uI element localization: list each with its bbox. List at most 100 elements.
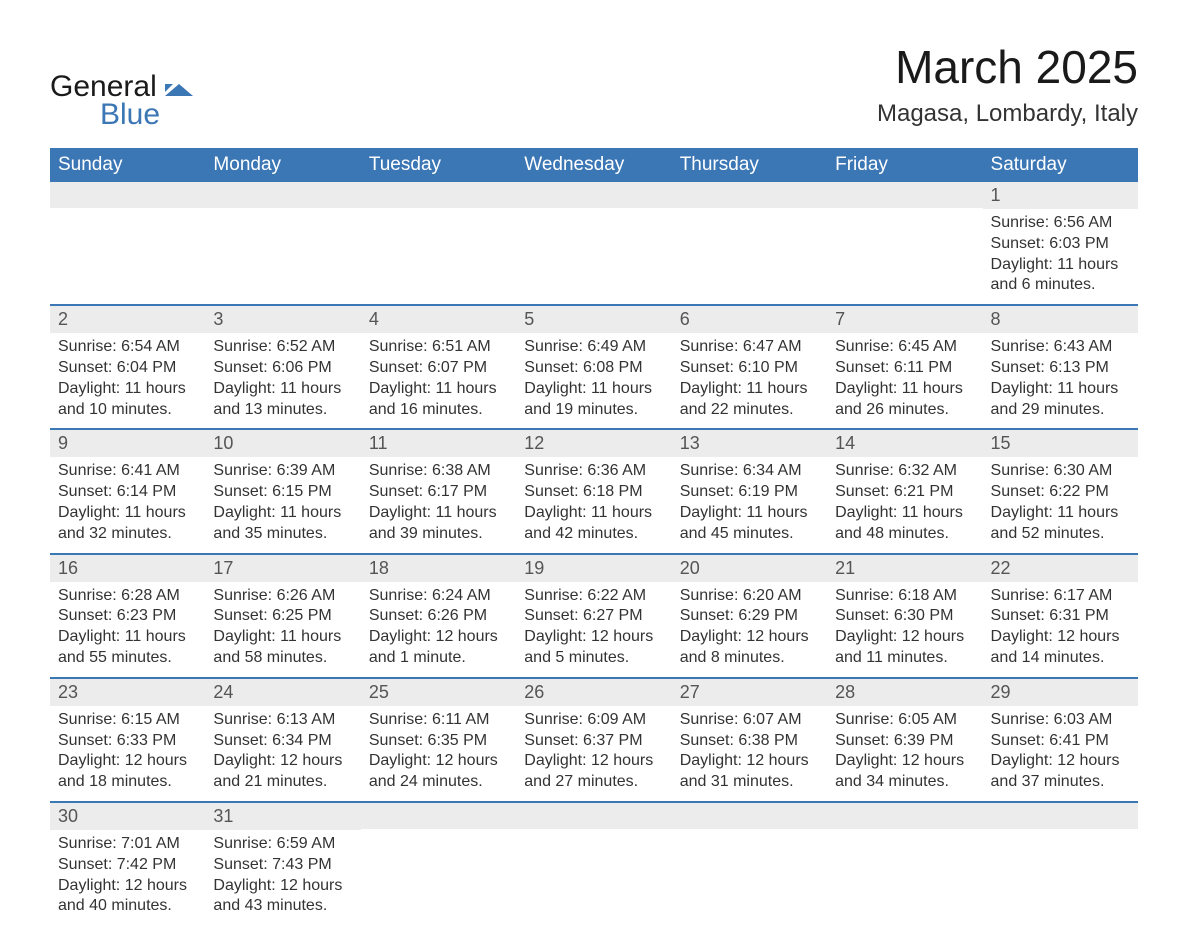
day-line: Daylight: 11 hours and 22 minutes. <box>680 379 819 421</box>
day-number: 10 <box>205 430 360 457</box>
day-number <box>50 182 205 208</box>
day-number: 11 <box>361 430 516 457</box>
day-line: Sunset: 6:10 PM <box>680 358 819 379</box>
day-line: Daylight: 11 hours and 42 minutes. <box>524 503 663 545</box>
day-line: Sunset: 7:43 PM <box>213 855 352 876</box>
calendar-cell: 27Sunrise: 6:07 AMSunset: 6:38 PMDayligh… <box>672 678 827 802</box>
calendar-cell: 26Sunrise: 6:09 AMSunset: 6:37 PMDayligh… <box>516 678 671 802</box>
weekday-header: Wednesday <box>516 148 671 182</box>
day-body: Sunrise: 6:03 AMSunset: 6:41 PMDaylight:… <box>983 706 1138 801</box>
day-line: Daylight: 12 hours and 14 minutes. <box>991 627 1130 669</box>
day-body: Sunrise: 6:51 AMSunset: 6:07 PMDaylight:… <box>361 333 516 428</box>
day-body: Sunrise: 6:28 AMSunset: 6:23 PMDaylight:… <box>50 582 205 677</box>
day-number: 28 <box>827 679 982 706</box>
calendar-cell: 16Sunrise: 6:28 AMSunset: 6:23 PMDayligh… <box>50 554 205 678</box>
day-line: Sunset: 6:22 PM <box>991 482 1130 503</box>
day-line: Daylight: 12 hours and 31 minutes. <box>680 751 819 793</box>
day-line: Daylight: 12 hours and 1 minute. <box>369 627 508 669</box>
day-line: Sunrise: 6:54 AM <box>58 337 197 358</box>
calendar-cell: 19Sunrise: 6:22 AMSunset: 6:27 PMDayligh… <box>516 554 671 678</box>
location: Magasa, Lombardy, Italy <box>877 100 1138 128</box>
day-line: Sunrise: 6:11 AM <box>369 710 508 731</box>
calendar-cell: 1Sunrise: 6:56 AMSunset: 6:03 PMDaylight… <box>983 182 1138 305</box>
day-number: 2 <box>50 306 205 333</box>
calendar-row: 16Sunrise: 6:28 AMSunset: 6:23 PMDayligh… <box>50 554 1138 678</box>
day-line: Sunset: 6:39 PM <box>835 731 974 752</box>
day-line: Daylight: 12 hours and 27 minutes. <box>524 751 663 793</box>
day-line: Sunset: 6:15 PM <box>213 482 352 503</box>
day-body: Sunrise: 6:52 AMSunset: 6:06 PMDaylight:… <box>205 333 360 428</box>
day-line: Sunset: 6:31 PM <box>991 606 1130 627</box>
day-number: 17 <box>205 555 360 582</box>
day-body: Sunrise: 6:24 AMSunset: 6:26 PMDaylight:… <box>361 582 516 677</box>
calendar-cell <box>361 802 516 925</box>
day-number: 27 <box>672 679 827 706</box>
calendar-cell <box>50 182 205 305</box>
day-line: Sunset: 6:33 PM <box>58 731 197 752</box>
day-line: Sunrise: 6:15 AM <box>58 710 197 731</box>
day-line: Sunrise: 6:41 AM <box>58 461 197 482</box>
day-line: Daylight: 12 hours and 24 minutes. <box>369 751 508 793</box>
calendar-cell: 4Sunrise: 6:51 AMSunset: 6:07 PMDaylight… <box>361 305 516 429</box>
day-number: 5 <box>516 306 671 333</box>
day-line: Sunset: 6:26 PM <box>369 606 508 627</box>
day-number: 30 <box>50 803 205 830</box>
day-body: Sunrise: 6:45 AMSunset: 6:11 PMDaylight:… <box>827 333 982 428</box>
day-body: Sunrise: 6:32 AMSunset: 6:21 PMDaylight:… <box>827 457 982 552</box>
day-line: Sunrise: 6:32 AM <box>835 461 974 482</box>
day-line: Daylight: 11 hours and 13 minutes. <box>213 379 352 421</box>
day-line: Sunrise: 6:52 AM <box>213 337 352 358</box>
day-line: Sunrise: 6:38 AM <box>369 461 508 482</box>
calendar-cell: 5Sunrise: 6:49 AMSunset: 6:08 PMDaylight… <box>516 305 671 429</box>
calendar-cell: 7Sunrise: 6:45 AMSunset: 6:11 PMDaylight… <box>827 305 982 429</box>
calendar-cell: 6Sunrise: 6:47 AMSunset: 6:10 PMDaylight… <box>672 305 827 429</box>
month-title: March 2025 <box>877 40 1138 94</box>
calendar-row: 30Sunrise: 7:01 AMSunset: 7:42 PMDayligh… <box>50 802 1138 925</box>
day-line: Sunrise: 6:30 AM <box>991 461 1130 482</box>
calendar-cell: 8Sunrise: 6:43 AMSunset: 6:13 PMDaylight… <box>983 305 1138 429</box>
day-line: Daylight: 12 hours and 40 minutes. <box>58 876 197 918</box>
day-number: 1 <box>983 182 1138 209</box>
logo-text-blue: Blue <box>100 100 193 130</box>
day-number: 13 <box>672 430 827 457</box>
day-line: Daylight: 11 hours and 55 minutes. <box>58 627 197 669</box>
day-line: Sunrise: 6:34 AM <box>680 461 819 482</box>
day-line: Sunrise: 6:26 AM <box>213 586 352 607</box>
day-line: Sunset: 6:34 PM <box>213 731 352 752</box>
day-body: Sunrise: 6:30 AMSunset: 6:22 PMDaylight:… <box>983 457 1138 552</box>
day-number: 23 <box>50 679 205 706</box>
title-block: March 2025 Magasa, Lombardy, Italy <box>877 40 1138 128</box>
day-line: Sunrise: 6:03 AM <box>991 710 1130 731</box>
calendar-cell: 31Sunrise: 6:59 AMSunset: 7:43 PMDayligh… <box>205 802 360 925</box>
day-line: Sunset: 6:13 PM <box>991 358 1130 379</box>
day-line: Daylight: 11 hours and 19 minutes. <box>524 379 663 421</box>
day-line: Daylight: 11 hours and 32 minutes. <box>58 503 197 545</box>
day-line: Sunrise: 7:01 AM <box>58 834 197 855</box>
day-number <box>672 182 827 208</box>
weekday-header: Monday <box>205 148 360 182</box>
day-body: Sunrise: 6:56 AMSunset: 6:03 PMDaylight:… <box>983 209 1138 304</box>
day-body: Sunrise: 6:34 AMSunset: 6:19 PMDaylight:… <box>672 457 827 552</box>
day-number: 16 <box>50 555 205 582</box>
calendar-table: Sunday Monday Tuesday Wednesday Thursday… <box>50 148 1138 925</box>
day-line: Sunset: 6:06 PM <box>213 358 352 379</box>
day-body: Sunrise: 6:36 AMSunset: 6:18 PMDaylight:… <box>516 457 671 552</box>
calendar-cell: 21Sunrise: 6:18 AMSunset: 6:30 PMDayligh… <box>827 554 982 678</box>
day-number: 4 <box>361 306 516 333</box>
logo-icon <box>165 83 193 100</box>
day-number: 26 <box>516 679 671 706</box>
day-number: 21 <box>827 555 982 582</box>
day-line: Sunset: 6:38 PM <box>680 731 819 752</box>
day-line: Sunset: 6:41 PM <box>991 731 1130 752</box>
day-line: Sunset: 6:07 PM <box>369 358 508 379</box>
day-body: Sunrise: 6:38 AMSunset: 6:17 PMDaylight:… <box>361 457 516 552</box>
day-number: 15 <box>983 430 1138 457</box>
calendar-row: 1Sunrise: 6:56 AMSunset: 6:03 PMDaylight… <box>50 182 1138 305</box>
day-line: Sunrise: 6:49 AM <box>524 337 663 358</box>
day-line: Sunrise: 6:45 AM <box>835 337 974 358</box>
calendar-cell: 28Sunrise: 6:05 AMSunset: 6:39 PMDayligh… <box>827 678 982 802</box>
calendar-cell: 24Sunrise: 6:13 AMSunset: 6:34 PMDayligh… <box>205 678 360 802</box>
calendar-cell <box>672 802 827 925</box>
calendar-cell: 17Sunrise: 6:26 AMSunset: 6:25 PMDayligh… <box>205 554 360 678</box>
day-line: Sunrise: 6:18 AM <box>835 586 974 607</box>
